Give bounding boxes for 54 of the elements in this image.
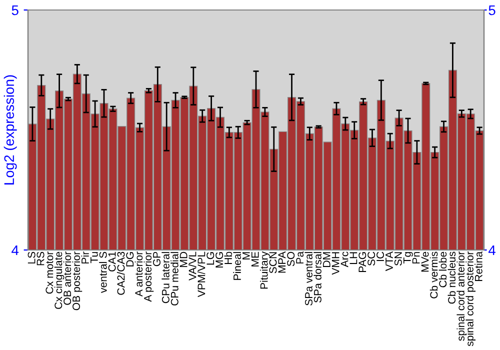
x-tick-label: Pineal <box>233 252 241 280</box>
x-tick-label: SN <box>394 252 402 266</box>
x-tick-label: SPa ventral <box>304 252 312 306</box>
x-tick-label: CA1 <box>108 252 116 272</box>
x-tick-label: MD <box>180 252 188 267</box>
x-tick-label: MG <box>216 252 224 268</box>
x-tick-label: SPa dorsal <box>314 252 322 303</box>
y-axis-title: Log2 (expression) <box>4 75 17 184</box>
x-tick-label: Cb vermis <box>430 252 438 298</box>
x-tick-label: Arc <box>340 252 348 268</box>
x-tick-label: Pn <box>412 252 420 264</box>
x-tick-label: CA2/CA3 <box>116 252 125 295</box>
y2-tick-label: 4 <box>488 245 496 256</box>
x-tick-label: Cb lobe <box>438 252 447 288</box>
x-tick-label: ME <box>251 252 259 266</box>
x-tick-label: A anterior <box>134 252 143 297</box>
x-tick-label: DM <box>322 252 330 267</box>
x-tick-label: VA/VL <box>188 252 196 280</box>
x-tick-label: Hb <box>224 252 232 264</box>
x-tick-label: Pa <box>296 251 304 264</box>
x-tick-label: MVe <box>421 252 429 272</box>
x-tick-label: Pituitary <box>260 251 270 289</box>
x-tick-label: OB posterior <box>72 252 82 310</box>
x-tick-label: spinal cord anterior <box>456 252 467 341</box>
x-tick-label: GP <box>153 252 160 266</box>
x-tick-label: SCN <box>269 252 277 274</box>
y2-tick-label: 5 <box>488 5 496 16</box>
x-tick-label: Retina <box>474 251 482 282</box>
x-tick-label: IC <box>376 252 384 261</box>
x-tick-label: Cx cingulate <box>54 252 64 309</box>
x-tick-label: Cb nucleus <box>448 252 456 304</box>
x-tick-label: VMH <box>332 252 340 275</box>
x-tick-label: OB anterior <box>63 252 72 305</box>
x-tick-label: ventral S <box>99 252 107 294</box>
x-tick-label: LH <box>350 252 358 264</box>
x-tick-label: PAG <box>358 252 366 272</box>
x-tick-label: RS <box>36 252 44 266</box>
x-tick-label: Tu <box>90 252 98 264</box>
x-tick-label: M <box>242 252 250 260</box>
x-tick-label: spinal cord posterior <box>466 252 476 346</box>
x-tick-label: Cx motor <box>46 252 54 294</box>
x-tick-label: VPM/VPL <box>197 252 206 298</box>
x-tick-label: CPu medial <box>170 252 178 306</box>
x-tick-label: A posterior <box>144 252 154 302</box>
x-tick-label: LS <box>28 252 36 264</box>
x-tick-label: SO <box>287 252 295 266</box>
x-tick-label: CPu lateral <box>162 252 170 304</box>
x-tick-label: SC <box>368 252 376 266</box>
x-tick-label: MPA <box>278 251 286 273</box>
x-tick-label: LG <box>206 252 214 265</box>
x-tick-label: VTA <box>386 251 393 272</box>
x-tick-label: Pir <box>81 252 89 264</box>
x-tick-label: DG <box>126 252 134 266</box>
x-tick-label: Tg <box>403 252 413 264</box>
